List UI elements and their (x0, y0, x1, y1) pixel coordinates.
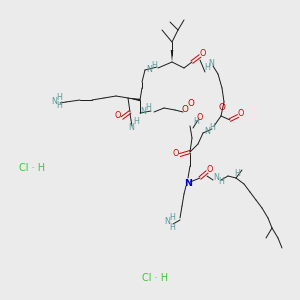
Text: N: N (140, 107, 146, 116)
Polygon shape (171, 50, 173, 62)
Text: H: H (56, 92, 62, 101)
Polygon shape (128, 98, 140, 101)
Text: H: H (209, 124, 215, 133)
Text: O: O (219, 103, 225, 112)
Text: N: N (208, 59, 214, 68)
Text: H: H (169, 223, 175, 232)
Text: H: H (145, 103, 151, 112)
Text: O: O (207, 164, 213, 173)
Text: N: N (51, 97, 57, 106)
Text: O: O (197, 113, 203, 122)
Text: N: N (184, 178, 192, 188)
Text: O: O (200, 49, 206, 58)
Text: N: N (204, 128, 210, 136)
Text: H: H (169, 214, 175, 223)
Text: H: H (151, 61, 157, 70)
Text: H: H (218, 178, 224, 187)
Text: N: N (164, 218, 170, 226)
Text: O: O (188, 100, 194, 109)
Text: N: N (213, 173, 219, 182)
Text: O: O (115, 112, 121, 121)
Text: H: H (234, 169, 240, 178)
Text: O: O (238, 109, 244, 118)
Text: H: H (133, 118, 139, 127)
Text: Cl · H: Cl · H (142, 273, 168, 283)
Text: O: O (182, 106, 188, 115)
Text: H: H (56, 101, 62, 110)
Text: Cl · H: Cl · H (19, 163, 45, 173)
Text: H: H (204, 64, 210, 73)
Text: N: N (128, 122, 134, 131)
Text: N: N (146, 64, 152, 74)
Text: H: H (193, 118, 199, 127)
Text: O: O (173, 148, 179, 158)
